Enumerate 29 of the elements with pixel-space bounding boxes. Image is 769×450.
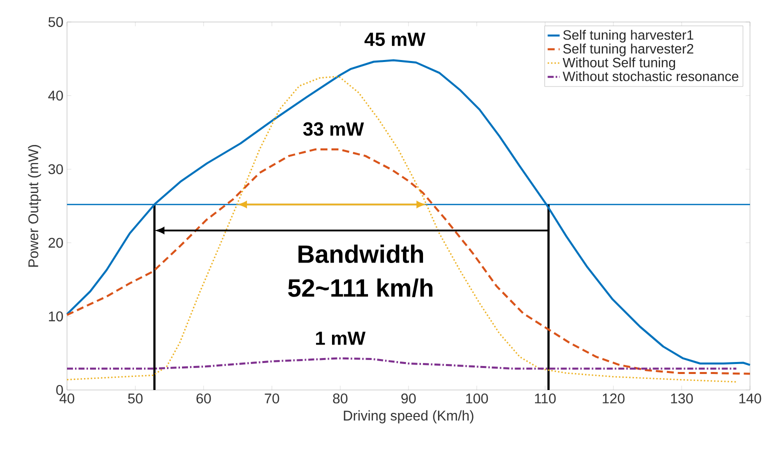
x-tick-label: 130 [671, 394, 693, 404]
y-tick-label: 30 [48, 164, 63, 174]
x-tick-label: 80 [333, 394, 348, 404]
legend-label: Without stochastic resonance [562, 71, 738, 82]
x-tick-label: 60 [196, 394, 211, 404]
annotation: 33 mW [303, 122, 364, 136]
x-tick-label: 70 [264, 394, 280, 404]
y-tick-label: 40 [48, 90, 63, 101]
x-tick-label: 110 [535, 394, 556, 404]
annotation: 52~111 km/h [288, 278, 432, 298]
annotation: 1 mW [316, 332, 366, 345]
annotation: 45 mW [364, 32, 426, 46]
legend-label: Without Self tuning [562, 57, 676, 70]
x-tick-label: 50 [128, 394, 143, 404]
y-tick-label: 0 [56, 385, 63, 395]
x-tick-label: 140 [739, 394, 762, 404]
y-tick-label: 50 [48, 17, 63, 27]
x-tick-label: 90 [401, 394, 416, 404]
legend-label: Self tuning harvester1 [563, 30, 694, 42]
y-tick-label: 10 [48, 311, 63, 322]
legend-label: Self tuning harvester2 [563, 44, 694, 56]
line-series [66, 148, 751, 375]
y-tick-label: 20 [48, 238, 63, 248]
x-tick-label: 100 [466, 394, 488, 404]
x-tick-label: 40 [60, 394, 74, 404]
annotation: Bandwidth [298, 244, 424, 264]
x-axis-title: Driving speed (Km/h) [344, 410, 474, 424]
y-axis-title: Power Output (mW) [28, 145, 42, 267]
x-tick-label: 120 [602, 394, 625, 404]
